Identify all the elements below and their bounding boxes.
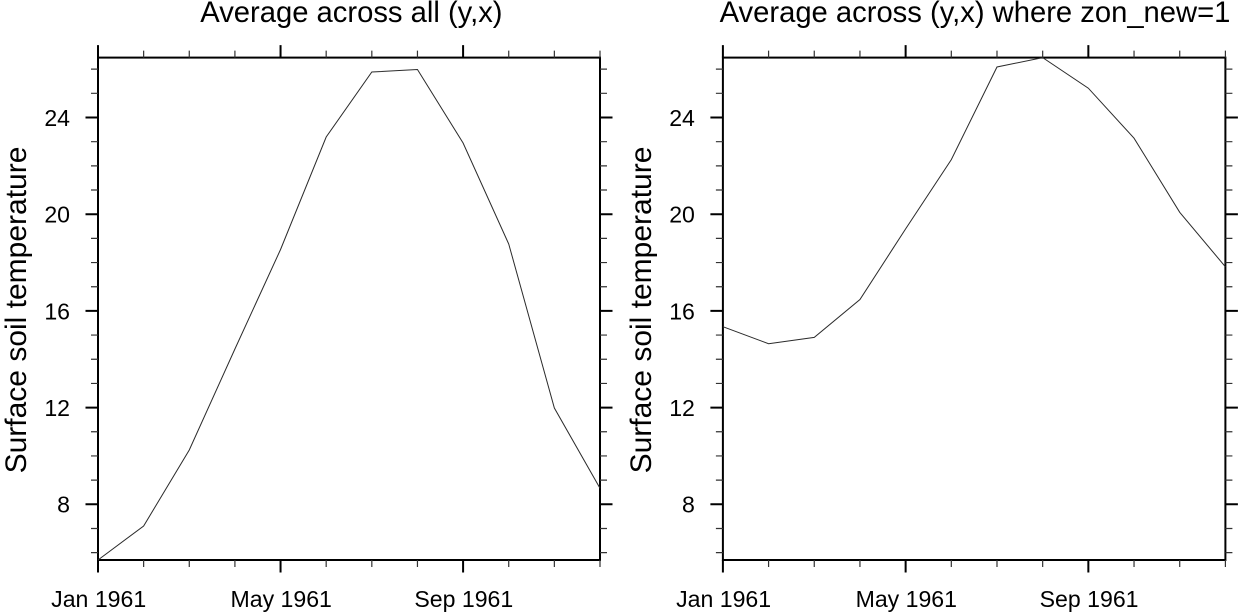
svg-text:24: 24 [44,105,70,131]
svg-text:Jan 1961: Jan 1961 [51,586,146,612]
svg-text:Sep 1961: Sep 1961 [414,586,513,612]
svg-text:20: 20 [44,202,70,228]
svg-text:May 1961: May 1961 [230,586,331,612]
svg-text:Average across (y,x) where zon: Average across (y,x) where zon_new=1 [720,0,1231,29]
svg-text:Surface soil temperature: Surface soil temperature [625,147,658,474]
svg-text:Sep 1961: Sep 1961 [1040,586,1139,612]
svg-text:24: 24 [669,105,695,131]
svg-text:8: 8 [57,492,70,518]
svg-text:20: 20 [669,202,695,228]
svg-text:16: 16 [669,298,695,324]
svg-text:Jan 1961: Jan 1961 [676,586,771,612]
svg-text:16: 16 [44,298,70,324]
svg-text:12: 12 [44,395,70,421]
svg-text:8: 8 [682,492,695,518]
svg-text:Surface soil temperature: Surface soil temperature [0,147,33,474]
svg-text:May 1961: May 1961 [856,586,957,612]
svg-text:12: 12 [669,395,695,421]
svg-text:Average across all (y,x): Average across all (y,x) [200,0,502,29]
